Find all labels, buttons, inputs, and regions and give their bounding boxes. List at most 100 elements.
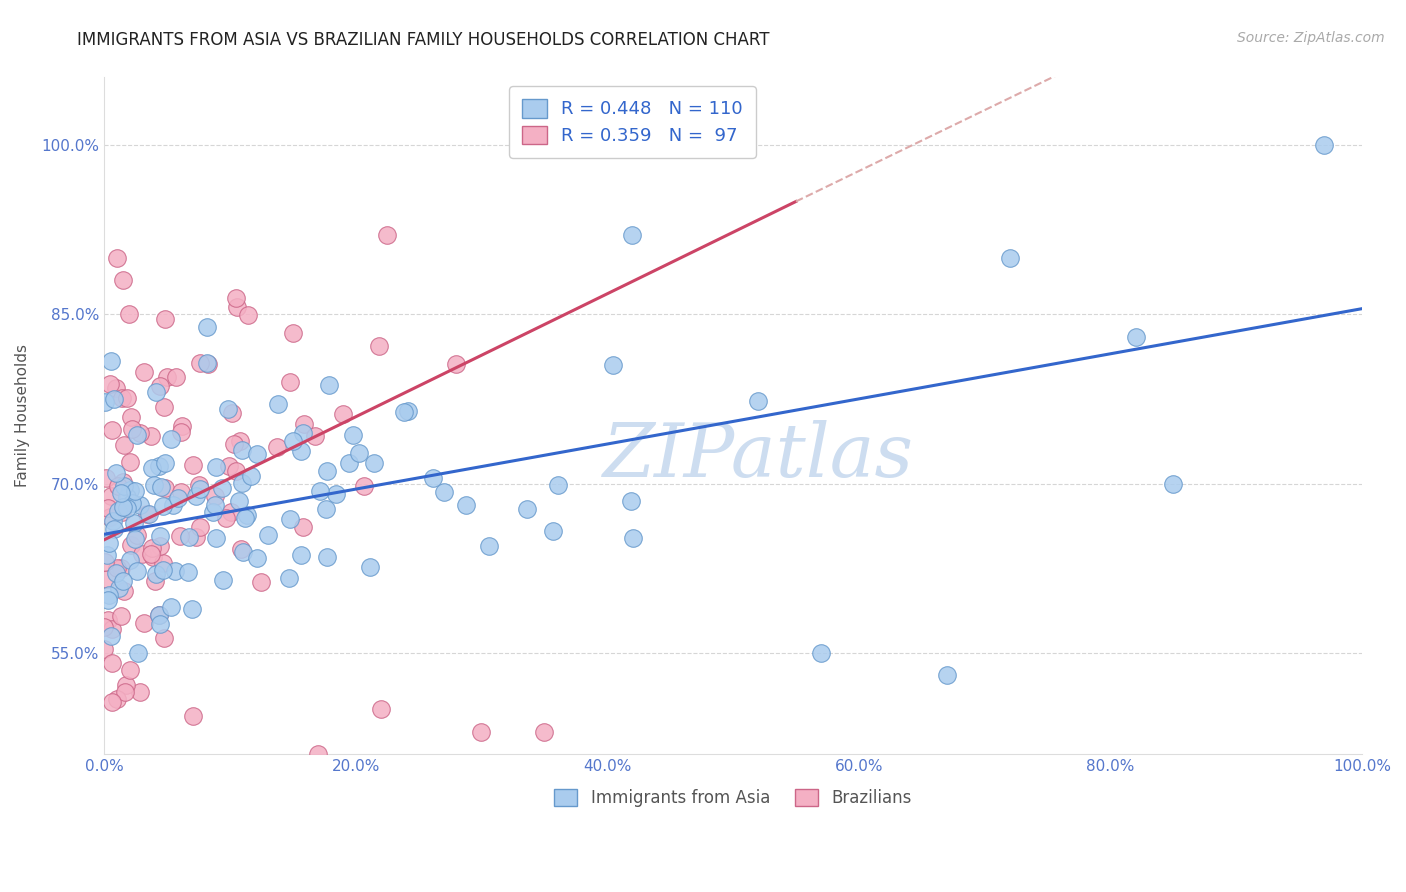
Point: [375, 228, 398, 243]
Point: [392, 405, 415, 419]
Point: [97, 536, 120, 550]
Point: [107, 478, 129, 492]
Point: [101, 423, 124, 437]
Point: [201, 505, 224, 519]
Point: [280, 376, 302, 390]
Point: [533, 724, 555, 739]
Point: [142, 478, 165, 492]
Point: [114, 685, 136, 699]
Point: [98, 510, 121, 524]
Point: [236, 308, 259, 322]
Point: [1125, 330, 1147, 344]
Point: [138, 507, 160, 521]
Point: [167, 491, 190, 506]
Point: [122, 516, 145, 530]
Point: [141, 547, 163, 561]
Point: [233, 510, 256, 524]
Point: [149, 379, 172, 393]
Point: [153, 481, 176, 495]
Point: [368, 339, 391, 353]
Point: [246, 550, 269, 565]
Point: [145, 567, 167, 582]
Point: [332, 407, 354, 421]
Point: [120, 409, 142, 424]
Point: [396, 404, 419, 418]
Point: [1161, 476, 1184, 491]
Point: [141, 460, 163, 475]
Point: [290, 548, 312, 562]
Point: [96, 471, 118, 485]
Point: [141, 541, 163, 555]
Point: [190, 482, 212, 496]
Point: [316, 464, 339, 478]
Point: [148, 458, 170, 473]
Point: [120, 537, 142, 551]
Point: [105, 251, 128, 265]
Point: [127, 564, 149, 578]
Point: [98, 376, 121, 391]
Point: [103, 522, 125, 536]
Text: ZIPatlas: ZIPatlas: [603, 420, 914, 492]
Point: [96, 572, 118, 586]
Point: [181, 458, 204, 472]
Point: [111, 391, 134, 405]
Point: [142, 549, 165, 564]
Point: [281, 434, 304, 448]
Point: [370, 702, 392, 716]
Point: [747, 394, 769, 409]
Point: [290, 443, 312, 458]
Point: [104, 380, 127, 394]
Point: [621, 531, 644, 545]
Point: [112, 478, 135, 492]
Point: [318, 378, 340, 392]
Point: [353, 478, 375, 492]
Point: [115, 491, 138, 505]
Point: [132, 365, 155, 379]
Point: [162, 498, 184, 512]
Point: [217, 402, 239, 417]
Point: [422, 471, 444, 485]
Point: [152, 562, 174, 576]
Point: [177, 566, 200, 580]
Point: [307, 747, 329, 762]
Text: IMMIGRANTS FROM ASIA VS BRAZILIAN FAMILY HOUSEHOLDS CORRELATION CHART: IMMIGRANTS FROM ASIA VS BRAZILIAN FAMILY…: [77, 31, 770, 49]
Point: [118, 483, 141, 497]
Point: [281, 326, 304, 340]
Point: [236, 508, 259, 523]
Point: [165, 369, 187, 384]
Point: [96, 548, 118, 562]
Point: [456, 498, 478, 512]
Point: [219, 505, 242, 519]
Point: [179, 530, 201, 544]
Point: [602, 358, 624, 372]
Point: [195, 356, 218, 370]
Point: [292, 417, 315, 431]
Point: [145, 385, 167, 400]
Point: [621, 228, 644, 243]
Point: [128, 685, 150, 699]
Point: [120, 455, 142, 469]
Point: [620, 494, 643, 508]
Point: [120, 663, 142, 677]
Point: [103, 392, 125, 406]
Point: [292, 520, 315, 534]
Point: [231, 443, 253, 458]
Point: [315, 501, 337, 516]
Point: [212, 573, 235, 587]
Point: [309, 483, 332, 498]
Point: [204, 498, 226, 512]
Point: [153, 456, 176, 470]
Legend: Immigrants from Asia, Brazilians: Immigrants from Asia, Brazilians: [547, 782, 918, 814]
Point: [112, 584, 135, 599]
Point: [100, 353, 122, 368]
Point: [118, 307, 141, 321]
Point: [188, 520, 211, 534]
Point: [108, 581, 131, 595]
Point: [315, 549, 337, 564]
Point: [104, 467, 127, 481]
Point: [156, 369, 179, 384]
Point: [1313, 138, 1336, 153]
Point: [231, 475, 253, 490]
Point: [129, 498, 152, 512]
Point: [266, 441, 288, 455]
